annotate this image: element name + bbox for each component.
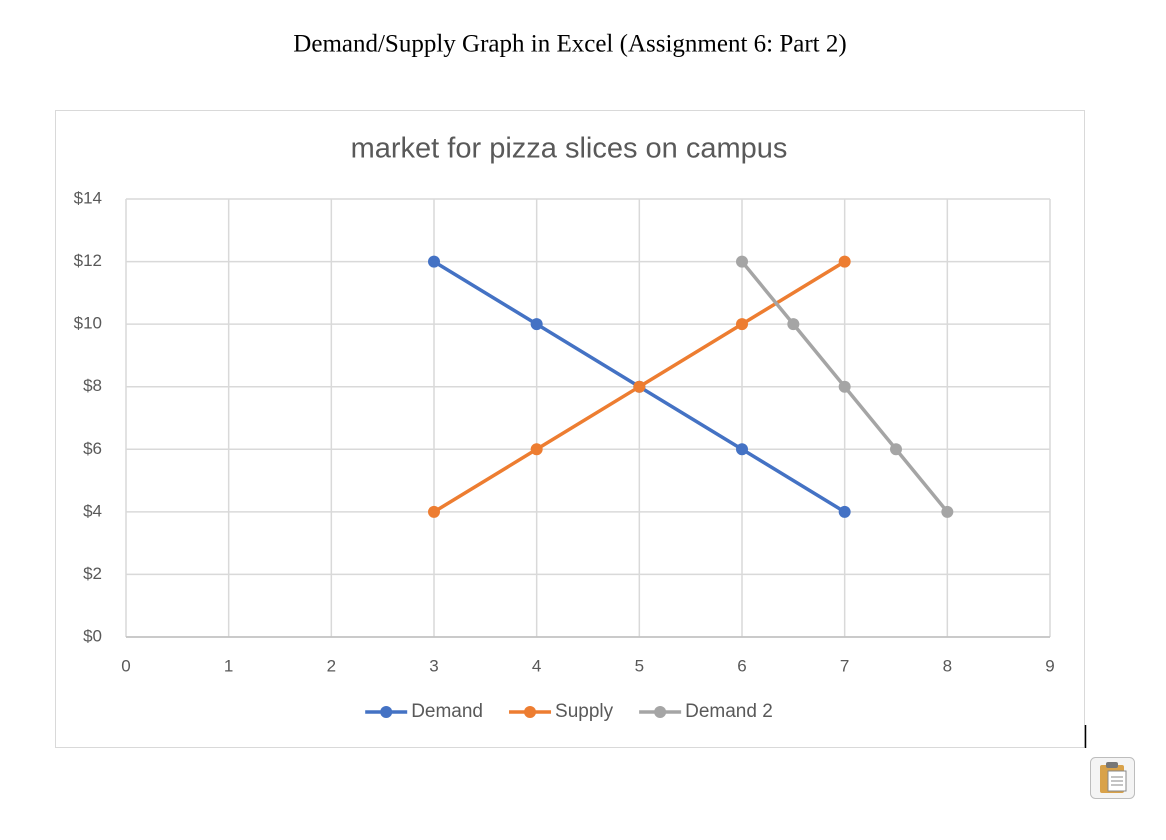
y-tick-label: $14 [74, 188, 102, 207]
legend-label: Demand 2 [685, 701, 773, 722]
data-point [838, 255, 851, 268]
x-tick-label: 3 [429, 656, 438, 675]
data-point [736, 318, 748, 331]
data-point [890, 443, 902, 456]
data-point [787, 318, 800, 331]
legend-marker [654, 706, 667, 718]
legend-marker [380, 706, 393, 718]
x-tick-label: 9 [1045, 656, 1054, 675]
x-tick-label: 7 [840, 656, 849, 675]
data-point [838, 380, 851, 393]
y-tick-label: $4 [83, 501, 102, 520]
data-point [941, 505, 954, 518]
chart-title: market for pizza slices on campus [351, 133, 788, 165]
x-tick-label: 1 [224, 656, 233, 675]
legend-label: Supply [555, 701, 614, 722]
y-tick-label: $0 [83, 626, 102, 645]
x-tick-label: 8 [943, 656, 952, 675]
legend-label: Demand [411, 701, 483, 722]
y-tick-label: $2 [83, 564, 102, 583]
x-tick-label: 0 [121, 656, 130, 675]
legend-marker [524, 706, 537, 718]
data-point [736, 255, 748, 268]
y-tick-label: $8 [83, 376, 102, 395]
x-tick-label: 6 [737, 656, 746, 675]
data-point [530, 318, 543, 331]
data-point [633, 380, 646, 393]
x-tick-label: 2 [327, 656, 336, 675]
x-tick-label: 5 [635, 656, 644, 675]
y-tick-label: $12 [74, 251, 102, 270]
data-point [428, 505, 440, 518]
x-tick-label: 4 [532, 656, 541, 675]
data-point [736, 443, 748, 456]
data-point [530, 443, 543, 456]
data-point [838, 505, 851, 518]
y-tick-label: $6 [83, 439, 102, 458]
paste-options-button[interactable] [1090, 757, 1135, 799]
data-point [428, 255, 440, 268]
document-title: Demand/Supply Graph in Excel (Assignment… [293, 31, 846, 58]
y-tick-label: $10 [74, 314, 102, 333]
